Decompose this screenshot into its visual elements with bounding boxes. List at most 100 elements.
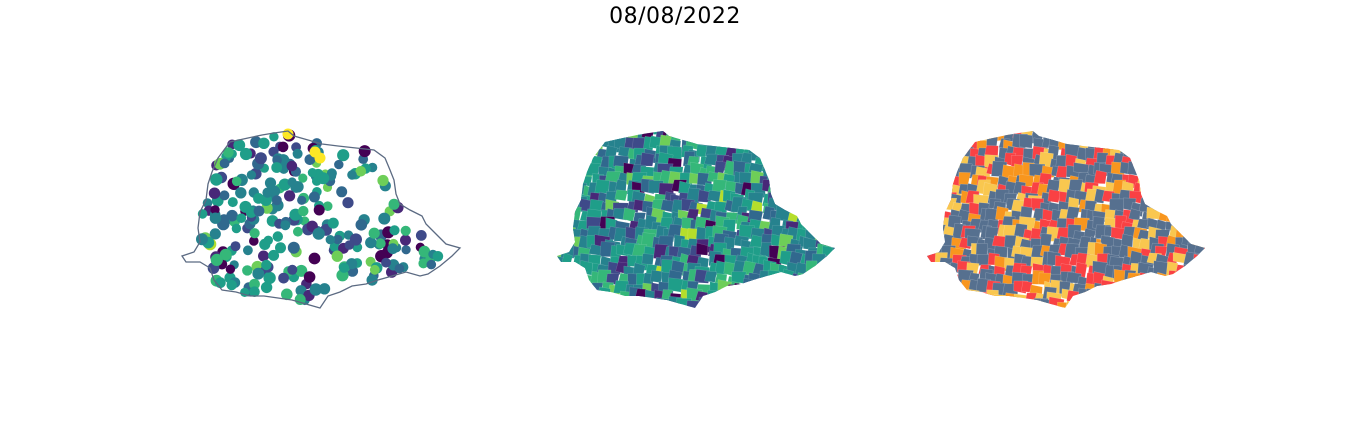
- municipality-cell: [643, 131, 660, 132]
- municipality-cell: [572, 131, 588, 145]
- station-point: [309, 283, 322, 296]
- municipality-cell: [1172, 187, 1187, 205]
- station-point: [298, 205, 309, 217]
- municipality-cell: [915, 123, 926, 135]
- municipality-cell: [834, 310, 845, 320]
- municipality-cell: [1112, 137, 1128, 149]
- municipality-cell: [958, 131, 972, 144]
- municipality-cell: [828, 131, 835, 140]
- municipality-cell: [825, 224, 835, 240]
- municipality-cell: [741, 278, 754, 294]
- station-point: [294, 294, 306, 305]
- municipality-cell: [771, 280, 786, 295]
- municipality-cell: [927, 288, 938, 303]
- municipality-cell: [927, 145, 928, 159]
- municipality-cell: [927, 152, 935, 169]
- municipality-cell: [1190, 262, 1205, 276]
- municipality-cell: [557, 146, 561, 159]
- station-point: [307, 168, 317, 178]
- municipality-cell: [804, 309, 816, 320]
- municipality-cell: [653, 297, 670, 308]
- municipality-cell: [713, 307, 729, 308]
- municipality-cell: [1154, 278, 1171, 295]
- municipality-cell: [1159, 131, 1173, 141]
- municipality-cell: [959, 291, 977, 306]
- municipality-cell: [708, 131, 723, 145]
- station-point: [331, 250, 343, 262]
- station-point: [277, 141, 289, 153]
- municipality-cell: [829, 270, 835, 286]
- municipality-cell: [1192, 306, 1205, 308]
- municipality-cell: [557, 157, 570, 170]
- station-point: [271, 162, 283, 173]
- municipality-cell: [1114, 281, 1128, 296]
- municipality-cell: [806, 206, 819, 221]
- municipality-cell: [927, 228, 939, 244]
- station-point: [334, 159, 344, 170]
- municipality-cell: [932, 298, 946, 308]
- municipality-cell: [557, 225, 560, 239]
- station-point: [252, 267, 265, 280]
- municipality-cell: [1201, 300, 1205, 308]
- municipality-cell: [777, 289, 792, 303]
- municipality-cell: [625, 310, 637, 321]
- station-point: [418, 245, 431, 258]
- municipality-cell: [786, 287, 800, 303]
- station-point: [389, 225, 400, 236]
- municipality-cell: [596, 131, 610, 132]
- municipality-cell: [915, 172, 926, 187]
- municipality-cell: [1182, 134, 1198, 149]
- station-point: [400, 225, 411, 236]
- municipality-cell: [641, 253, 655, 266]
- station-point: [208, 187, 221, 199]
- municipality-cell: [1203, 237, 1205, 251]
- municipality-cell: [706, 289, 721, 304]
- station-point: [209, 212, 222, 224]
- municipality-cell: [635, 298, 649, 308]
- municipality-cell: [823, 191, 835, 203]
- municipality-cell: [1154, 146, 1168, 160]
- municipality-cell: [1173, 277, 1186, 294]
- municipality-cell: [1192, 288, 1205, 303]
- municipality-cell: [713, 131, 729, 134]
- municipality-cell: [1145, 306, 1161, 308]
- station-points: [196, 128, 444, 306]
- station-point: [210, 173, 223, 186]
- municipality-cell: [927, 239, 928, 252]
- categorical-choropleth-panel: [915, 120, 1215, 320]
- municipality-cell: [589, 131, 606, 133]
- municipality-cell: [1085, 131, 1102, 134]
- station-point: [308, 191, 320, 203]
- municipality-cell: [927, 307, 929, 308]
- municipality-cell: [561, 165, 578, 181]
- municipality-cell: [1191, 208, 1205, 221]
- station-point: [210, 253, 223, 266]
- station-point: [286, 160, 298, 172]
- station-point: [254, 152, 267, 165]
- municipality-cell: [938, 144, 952, 159]
- municipality-cell: [1160, 199, 1173, 212]
- municipality-cell: [761, 131, 777, 135]
- municipality-cell: [739, 296, 755, 308]
- municipality-cell: [753, 279, 765, 292]
- municipality-cell: [562, 153, 576, 168]
- municipality-cell: [960, 310, 973, 320]
- municipality-cell: [1200, 202, 1205, 216]
- municipality-cell: [1201, 219, 1205, 233]
- municipality-cell: [716, 290, 730, 303]
- municipality-cell: [829, 282, 835, 296]
- municipality-cell: [948, 131, 963, 136]
- municipality-cell: [793, 190, 809, 204]
- municipality-cell: [557, 131, 565, 133]
- municipality-cell: [1095, 299, 1111, 308]
- municipality-cell: [930, 151, 946, 167]
- municipality-cell: [587, 288, 603, 304]
- station-point: [219, 248, 232, 261]
- municipality-cell: [1183, 206, 1198, 223]
- municipality-cell: [825, 175, 835, 189]
- station-point: [381, 257, 391, 268]
- municipality-cell: [557, 137, 559, 153]
- municipality-cell: [760, 291, 775, 303]
- municipality-cell: [1149, 293, 1163, 306]
- municipality-cell: [986, 131, 1002, 133]
